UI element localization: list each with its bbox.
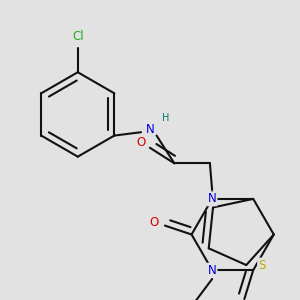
Text: N: N	[146, 124, 154, 136]
Text: H: H	[162, 113, 169, 123]
Text: N: N	[208, 264, 217, 277]
Text: Cl: Cl	[72, 30, 84, 43]
Text: O: O	[149, 216, 158, 229]
Text: N: N	[208, 192, 217, 206]
Text: O: O	[136, 136, 146, 149]
Text: S: S	[258, 259, 266, 272]
